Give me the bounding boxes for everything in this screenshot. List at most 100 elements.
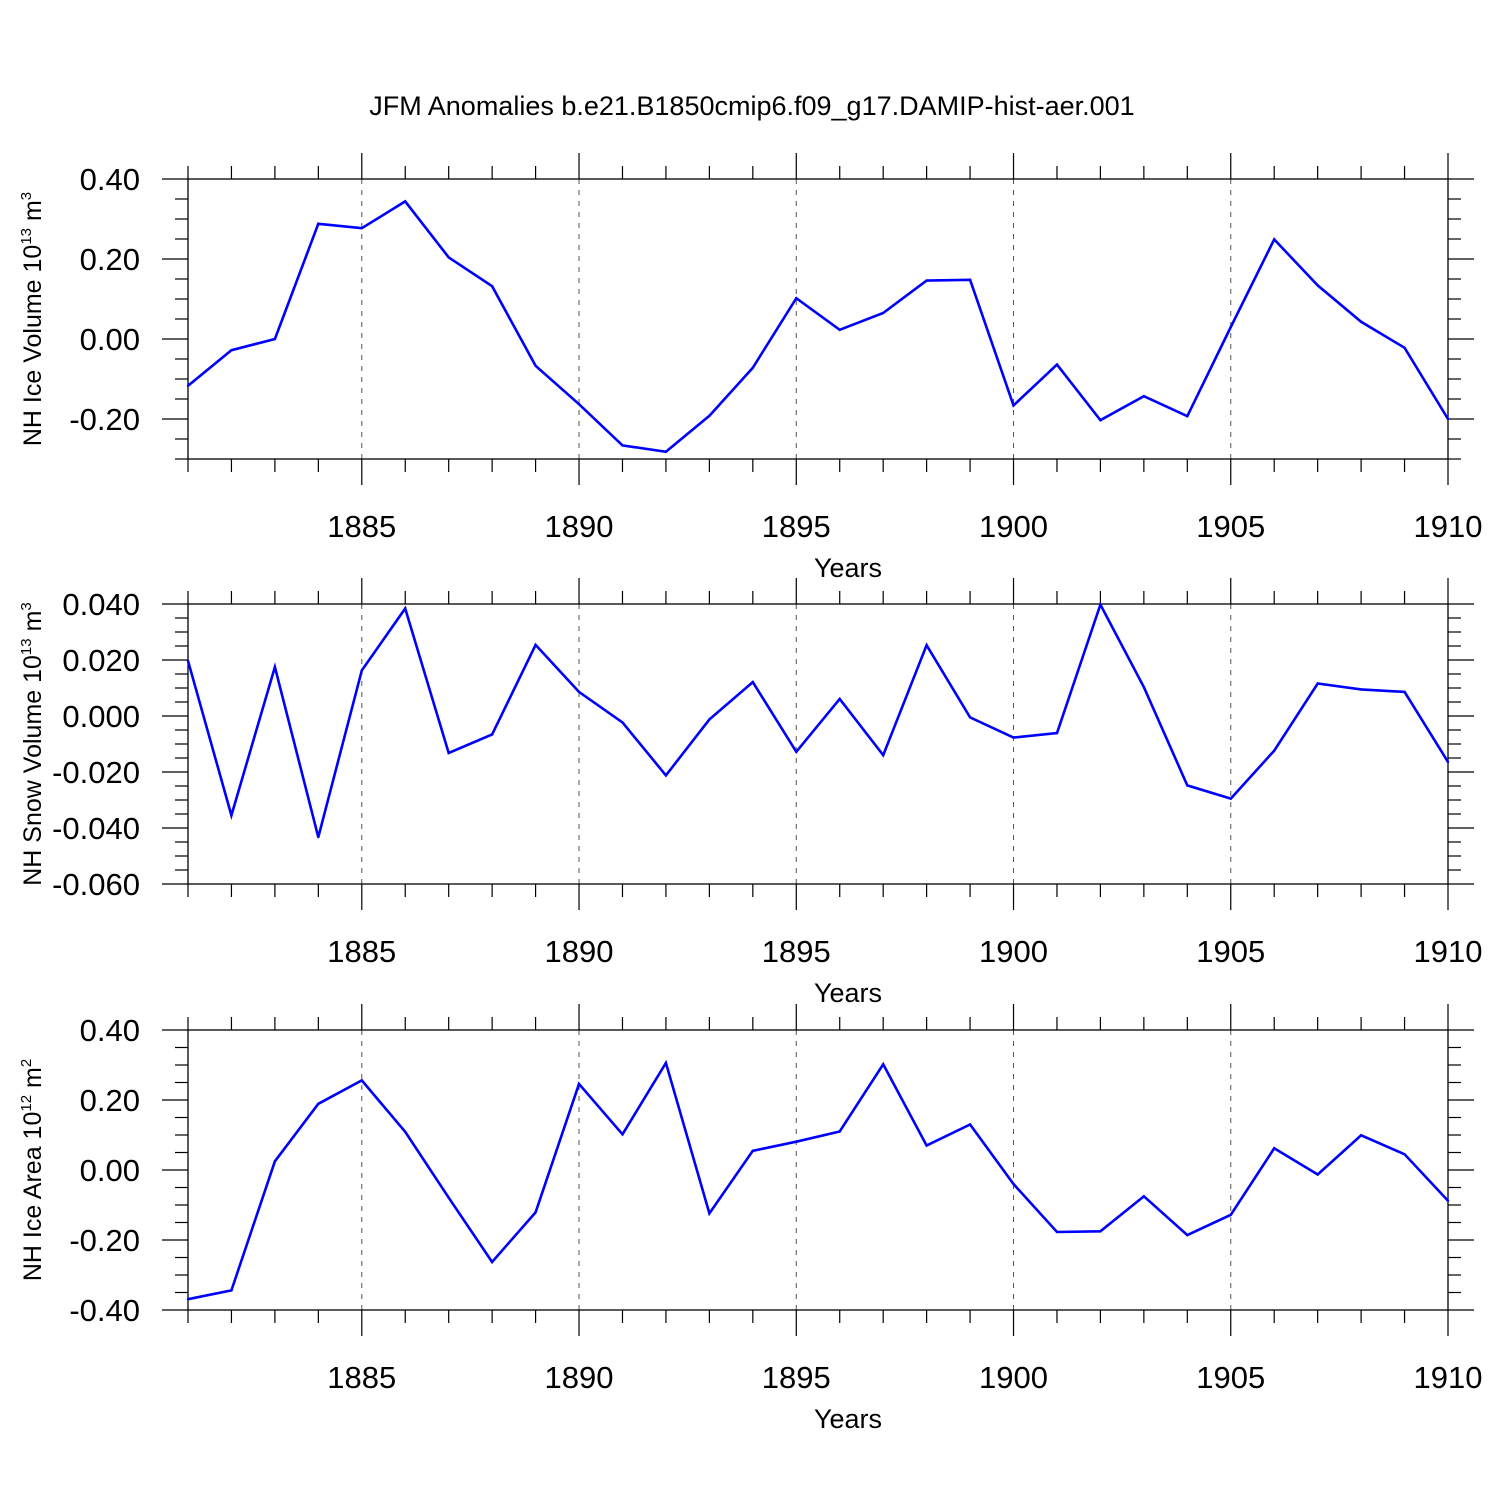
x-tick-label: 1910 bbox=[1414, 509, 1483, 544]
data-point bbox=[447, 751, 450, 755]
x-tick-label: 1905 bbox=[1196, 934, 1265, 969]
data-point bbox=[186, 659, 190, 662]
data-point bbox=[968, 278, 972, 281]
data-point bbox=[664, 450, 668, 453]
data-point bbox=[1229, 1213, 1233, 1217]
y-tick-label: -0.040 bbox=[52, 811, 140, 846]
data-point bbox=[1012, 736, 1015, 739]
x-tick-label: 1905 bbox=[1196, 509, 1265, 544]
data-point bbox=[708, 1212, 711, 1215]
x-tick-label: 1885 bbox=[327, 1360, 396, 1395]
y-axis-label-exponent: 12 bbox=[18, 1095, 35, 1112]
y-axis-label-unit: m bbox=[19, 611, 47, 639]
x-tick-label: 1890 bbox=[545, 934, 614, 969]
x-tick-label: 1910 bbox=[1414, 1360, 1483, 1395]
data-point bbox=[1186, 415, 1189, 418]
y-tick-label: 0.00 bbox=[80, 1153, 140, 1188]
data-point bbox=[1446, 417, 1450, 421]
data-point bbox=[577, 1082, 581, 1086]
data-point bbox=[621, 1133, 624, 1136]
data-point bbox=[882, 1063, 885, 1066]
data-point bbox=[230, 349, 233, 352]
data-point bbox=[534, 1211, 537, 1214]
x-tick-label: 1885 bbox=[327, 509, 396, 544]
y-tick-label: -0.060 bbox=[52, 867, 140, 902]
data-point bbox=[186, 384, 190, 387]
data-point bbox=[1055, 363, 1059, 366]
data-point bbox=[882, 311, 885, 315]
y-axis-label-text: NH Ice Volume 10 bbox=[19, 245, 47, 447]
y-axis-label-exponent: 13 bbox=[18, 228, 35, 245]
x-tick-label: 1900 bbox=[979, 1360, 1048, 1395]
data-point bbox=[1055, 731, 1059, 735]
data-point bbox=[490, 285, 494, 288]
data-point bbox=[882, 754, 885, 757]
data-point bbox=[925, 1144, 928, 1147]
data-point bbox=[1359, 320, 1363, 323]
data-point bbox=[404, 607, 407, 610]
data-point bbox=[795, 297, 798, 300]
data-point bbox=[360, 669, 363, 672]
data-point bbox=[664, 1061, 668, 1065]
data-point bbox=[925, 279, 928, 282]
y-tick-label: 0.20 bbox=[80, 242, 140, 277]
data-point bbox=[1012, 404, 1015, 407]
y-tick-label: 0.040 bbox=[62, 587, 140, 622]
plot-frame bbox=[187, 178, 1449, 460]
data-point bbox=[968, 716, 972, 719]
data-point bbox=[708, 718, 711, 721]
y-axis-label-exponent: 13 bbox=[18, 638, 35, 655]
x-tick-label: 1900 bbox=[979, 934, 1048, 969]
y-tick-label: 0.40 bbox=[80, 162, 140, 197]
data-point bbox=[360, 1079, 363, 1082]
y-tick-label: 0.00 bbox=[80, 322, 140, 357]
y-tick-label: -0.40 bbox=[69, 1293, 140, 1328]
panel-2: 0.040 0.020 0.000 -0.020 -0.040 -0.060 1885 189… bbox=[18, 578, 1482, 1008]
y-axis-label-text: NH Snow Volume 10 bbox=[19, 655, 47, 886]
data-point bbox=[751, 1149, 754, 1153]
data-point bbox=[1273, 238, 1276, 241]
data-point bbox=[317, 1102, 320, 1106]
x-axis-label: Years bbox=[814, 1404, 882, 1434]
data-point bbox=[968, 1123, 972, 1126]
y-tick-label: 0.000 bbox=[62, 699, 140, 734]
data-point bbox=[708, 414, 711, 417]
data-point bbox=[795, 750, 798, 753]
y-axis-label-text: NH Ice Area 10 bbox=[19, 1112, 47, 1282]
data-point bbox=[1142, 1195, 1146, 1198]
data-point bbox=[1359, 1134, 1363, 1137]
data-point bbox=[577, 403, 581, 406]
x-tick-label: 1910 bbox=[1414, 934, 1483, 969]
x-tick-label: 1885 bbox=[327, 934, 396, 969]
x-tick-label: 1890 bbox=[545, 1360, 614, 1395]
x-tick-label: 1895 bbox=[762, 934, 831, 969]
series-line-1 bbox=[187, 1059, 1449, 1301]
data-point bbox=[1403, 690, 1406, 694]
y-axis-label-unit-exponent: 3 bbox=[18, 602, 35, 610]
data-point bbox=[534, 364, 537, 367]
y-axis-label-unit-exponent: 3 bbox=[18, 192, 35, 200]
data-point bbox=[490, 1260, 494, 1264]
data-point bbox=[664, 774, 668, 777]
data-point bbox=[1316, 682, 1319, 685]
data-point bbox=[1273, 1147, 1276, 1150]
data-point bbox=[186, 1298, 190, 1301]
data-point bbox=[1099, 1230, 1102, 1233]
x-axis-label: Years bbox=[814, 553, 882, 583]
data-point bbox=[317, 222, 320, 225]
data-point bbox=[273, 337, 277, 341]
y-tick-label: 0.20 bbox=[80, 1083, 140, 1118]
data-point bbox=[1186, 1233, 1189, 1237]
panel-3: 0.40 0.20 0.00 -0.20 -0.40 1885 1890 1895 1900 19… bbox=[18, 1004, 1482, 1434]
data-point bbox=[230, 1289, 233, 1292]
y-tick-label: -0.20 bbox=[69, 402, 140, 437]
chart-title: JFM Anomalies b.e21.B1850cmip6.f09_g17.D… bbox=[369, 91, 1134, 121]
data-point bbox=[1186, 784, 1189, 787]
data-point bbox=[1403, 1153, 1406, 1156]
data-point bbox=[1403, 346, 1406, 349]
data-point bbox=[925, 644, 928, 647]
data-point bbox=[838, 328, 841, 331]
panel-1: 0.40 0.20 0.00 -0.20 1885 1890 1895 1900 1905 191… bbox=[18, 153, 1482, 583]
